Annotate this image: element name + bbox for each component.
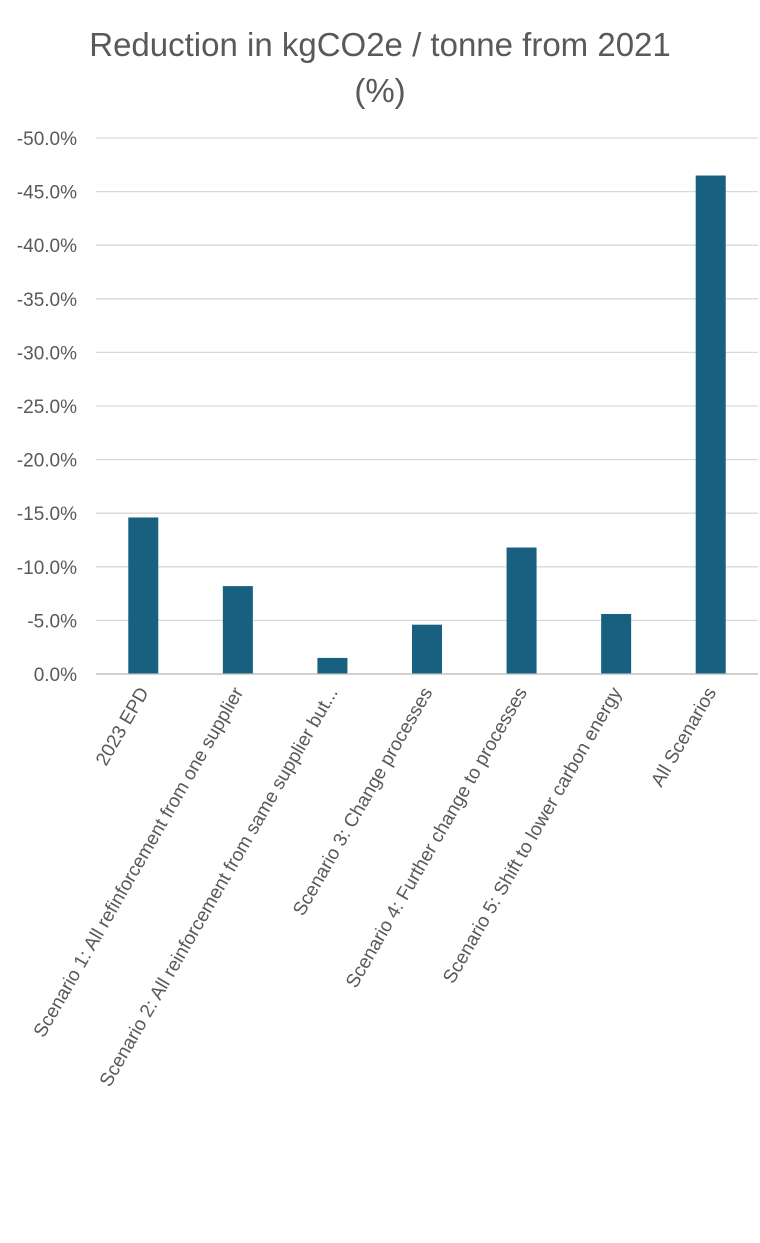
- chart-title: Reduction in kgCO2e / tonne from 2021 (%…: [89, 26, 671, 109]
- y-tick-label: -30.0%: [17, 343, 77, 364]
- y-tick-label: -15.0%: [17, 504, 77, 525]
- y-tick-label: -25.0%: [17, 397, 77, 418]
- y-tick-label: -20.0%: [17, 451, 77, 472]
- x-tick-label: Scenario 1: All refinforcement from one …: [30, 683, 249, 1041]
- bar: [412, 624, 442, 674]
- y-tick-label: -50.0%: [17, 129, 77, 150]
- y-tick-label: -5.0%: [27, 611, 77, 632]
- bar: [601, 613, 632, 674]
- y-tick-labels: 0.0% -5.0% -10.0% -15.0% -20.0% -25.0% -30.0% -…: [17, 129, 77, 686]
- bar: [128, 517, 159, 674]
- grid-layer: [96, 137, 758, 675]
- x-tick-label: 2023 EPD: [92, 684, 153, 770]
- x-tick-label: Scenario 4: Further change to processes: [342, 684, 532, 992]
- bar: [506, 547, 537, 674]
- y-tick-label: -35.0%: [17, 290, 77, 311]
- y-tick-label: -10.0%: [17, 558, 77, 579]
- bar: [317, 657, 348, 674]
- y-tick-label: 0.0%: [34, 665, 77, 686]
- x-tick-label: Scenario 5: Shift to lower carbon energy: [439, 684, 626, 988]
- x-tick-label: All Scenarios: [647, 684, 721, 791]
- bar-layer: [96, 175, 758, 675]
- bar: [222, 586, 253, 674]
- bar: [695, 175, 726, 674]
- y-tick-label: -40.0%: [17, 236, 77, 257]
- y-tick-label: -45.0%: [17, 183, 77, 204]
